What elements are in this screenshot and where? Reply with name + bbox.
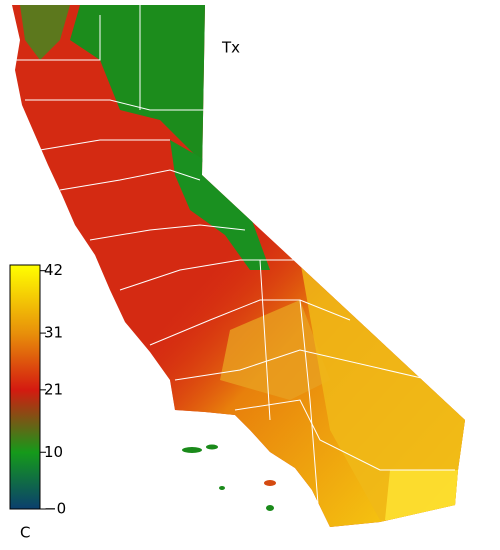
colorbar-tick-label: 42 [44, 261, 63, 279]
colorbar-unit: C [20, 524, 30, 542]
colorbar-tick-label: 10 [44, 443, 63, 461]
colorbar-ticks: −0 10 21 31 42 [40, 261, 66, 518]
county-lines [14, 5, 455, 531]
colorbar-tick-label: 21 [44, 380, 63, 398]
colorbar [9, 264, 41, 510]
colorbar-tick-label: −0 [44, 500, 66, 518]
map-title: Tx [221, 39, 240, 57]
islands [182, 444, 276, 511]
colorbar-tick-label: 31 [44, 324, 63, 342]
